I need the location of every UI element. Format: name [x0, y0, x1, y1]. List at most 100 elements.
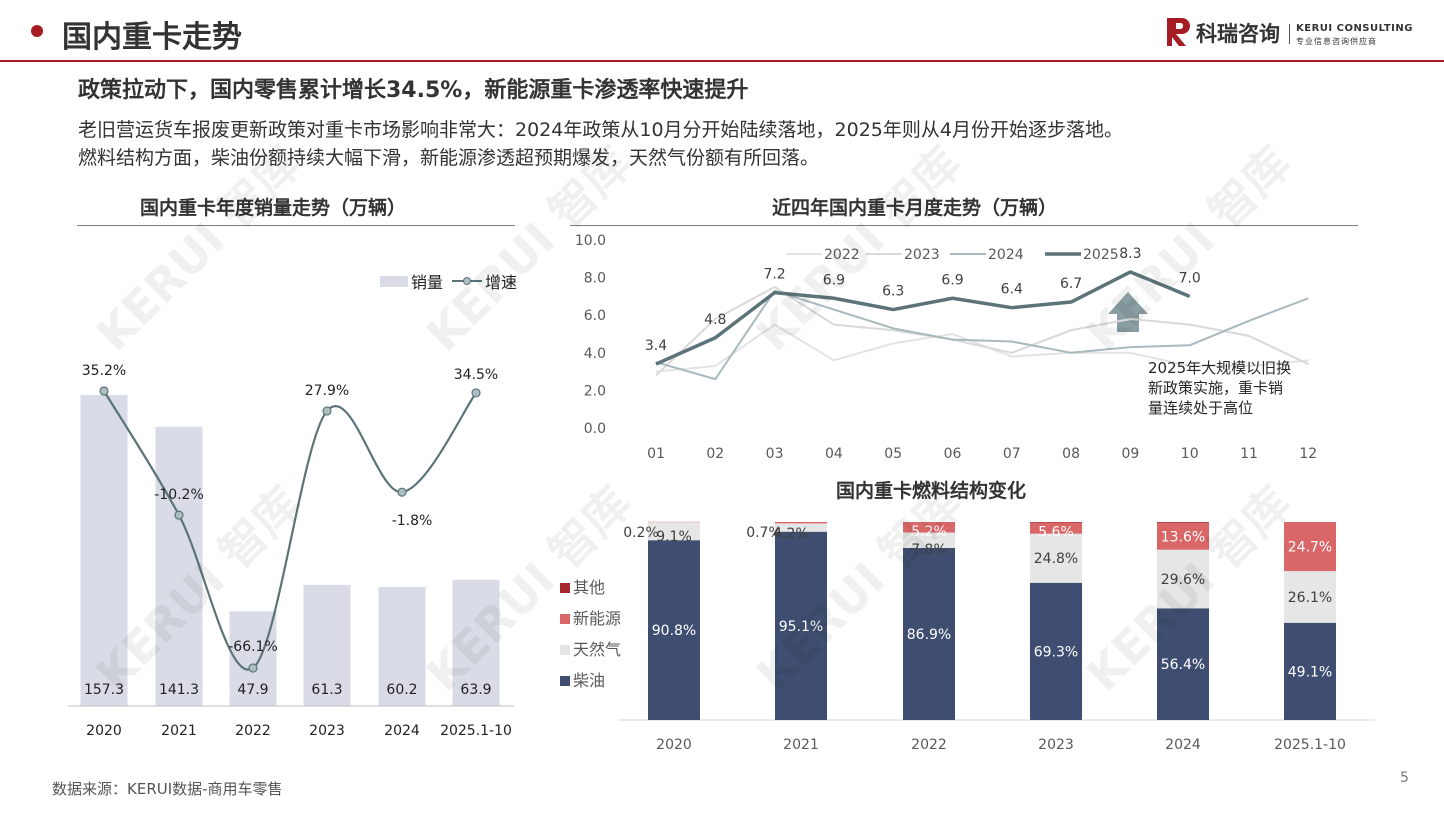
- x-tick-label: 2021: [161, 723, 197, 739]
- x-tick-label: 2023: [1038, 737, 1074, 753]
- series-2025-label: 8.3: [1119, 246, 1141, 262]
- monthly-chart-title: 近四年国内重卡月度走势（万辆）: [772, 197, 1058, 219]
- legend-label: 其他: [573, 578, 605, 597]
- sales-bar: [303, 584, 351, 706]
- sales-bar: [155, 426, 203, 706]
- annotation-text: 新政策实施，重卡销: [1148, 379, 1283, 397]
- annual-chart-title-rule: [77, 225, 515, 226]
- x-tick-label: 10: [1181, 446, 1199, 462]
- legend-growth-marker: [463, 277, 471, 285]
- x-tick-label: 2024: [384, 723, 420, 739]
- annual-chart-title: 国内重卡年度销量走势（万辆）: [140, 197, 407, 219]
- up-arrow-icon: [1108, 292, 1148, 332]
- kerui-logo: 科瑞咨询 KERUI CONSULTING 专业信息咨询供应商: [1166, 17, 1416, 49]
- fuel-segment-天然气: [1157, 549, 1209, 609]
- logo-divider: [1289, 24, 1290, 44]
- annotation-text: 量连续处于高位: [1148, 399, 1253, 417]
- y-tick-label: 10.0: [575, 233, 606, 249]
- fuel-segment-天然气: [1284, 571, 1336, 623]
- description: 老旧营运货车报废更新政策对重卡市场影响非常大：2024年政策从10月分开始陆续落…: [78, 116, 1123, 172]
- x-tick-label: 04: [825, 446, 843, 462]
- fuel-segment-天然气: [903, 532, 955, 548]
- x-tick-label: 02: [706, 446, 724, 462]
- x-tick-label: 12: [1299, 446, 1317, 462]
- sales-bar-label: 141.3: [159, 682, 199, 698]
- legend-swatch: [560, 676, 570, 686]
- x-tick-label: 07: [1003, 446, 1021, 462]
- fuel-segment-柴油: [1157, 608, 1209, 720]
- diesel-label: 95.1%: [779, 619, 823, 635]
- sales-bar: [80, 395, 128, 706]
- growth-label: 27.9%: [305, 383, 349, 399]
- series-2025-label: 6.4: [1001, 282, 1023, 298]
- y-tick-label: 0.0: [584, 421, 606, 437]
- series-2025-label: 3.4: [645, 338, 667, 354]
- x-tick-label: 06: [944, 446, 962, 462]
- x-tick-label: 08: [1062, 446, 1080, 462]
- fuel-segment-柴油: [1284, 622, 1336, 720]
- fuel-structure-chart: 90.8% 9.1%0.2% 2020 95.1% 4.2%0.7% 2021 86.9% 7…: [560, 521, 1375, 753]
- fuel-chart-title: 国内重卡燃料结构变化: [836, 480, 1027, 502]
- legend-label-2024: 2024: [988, 247, 1024, 263]
- sales-bar-label: 63.9: [460, 682, 491, 698]
- legend-label-2022: 2022: [824, 247, 860, 263]
- legend-growth-label: 增速: [485, 273, 517, 292]
- series-2025-label: 6.9: [941, 272, 963, 288]
- growth-point: [471, 388, 481, 398]
- fuel-segment-新能源: [1157, 522, 1209, 550]
- series-2025-label: 6.3: [882, 284, 904, 300]
- legend-swatch: [560, 614, 570, 624]
- diesel-label: 69.3%: [1034, 644, 1078, 660]
- logo-subtitle: 专业信息咨询供应商: [1296, 37, 1377, 46]
- x-tick-label: 2022: [911, 737, 947, 753]
- growth-label: -1.8%: [392, 513, 433, 529]
- fuel-segment-新能源: [1284, 522, 1336, 572]
- sales-bar-label: 157.3: [84, 682, 124, 698]
- x-tick-label: 09: [1121, 446, 1139, 462]
- legend-label: 柴油: [573, 671, 605, 690]
- legend-swatch: [560, 645, 570, 655]
- sales-bar: [229, 611, 277, 706]
- x-tick-label: 05: [884, 446, 902, 462]
- series-2025-label: 6.9: [823, 272, 845, 288]
- diesel-label: 90.8%: [652, 623, 696, 639]
- gas-label: 29.6%: [1161, 572, 1205, 588]
- sales-bar-label: 61.3: [311, 682, 342, 698]
- fuel-segment-天然气: [648, 522, 700, 541]
- x-tick-label: 03: [766, 446, 784, 462]
- page-title: 国内重卡走势: [62, 20, 242, 55]
- legend-label: 天然气: [573, 640, 621, 659]
- sales-bar-label: 60.2: [386, 682, 417, 698]
- series-2025-label: 6.7: [1060, 276, 1082, 292]
- new-energy-label: 13.6%: [1161, 529, 1205, 545]
- x-tick-label: 2020: [656, 737, 692, 753]
- y-tick-label: 8.0: [584, 271, 606, 287]
- legend-label-2023: 2023: [904, 247, 940, 263]
- growth-point: [99, 386, 109, 396]
- new-energy-label: 24.7%: [1288, 540, 1332, 556]
- diesel-label: 86.9%: [907, 627, 951, 643]
- new-energy-label: 5.2%: [911, 524, 947, 540]
- y-tick-label: 2.0: [584, 383, 606, 399]
- kerui-logo-icon: [1167, 18, 1190, 46]
- description-line: 燃料结构方面，柴油份额持续大幅下滑，新能源渗透超预期爆发，天然气份额有所回落。: [78, 147, 820, 169]
- header-divider: [0, 60, 1444, 62]
- growth-point: [322, 406, 332, 416]
- fuel-segment-新能源: [775, 522, 827, 524]
- fuel-segment-柴油: [648, 540, 700, 720]
- gas-label: 24.8%: [1034, 551, 1078, 567]
- x-tick-label: 2021: [783, 737, 819, 753]
- data-source: 数据来源：KERUI数据-商用车零售: [52, 780, 283, 798]
- diesel-label: 49.1%: [1288, 664, 1332, 680]
- series-2025-label: 7.2: [763, 267, 785, 283]
- diesel-label: 56.4%: [1161, 657, 1205, 673]
- x-tick-label: 2022: [235, 723, 271, 739]
- gas-label: 4.2%: [773, 526, 809, 542]
- monthly-chart-title-rule: [570, 225, 1358, 226]
- growth-label: 34.5%: [454, 367, 498, 383]
- monthly-trend-chart: 0.0 2.0 4.0 6.0 8.0 10.0 01 02 03 04 05 06 07 08 09 10 1…: [575, 233, 1317, 462]
- fuel-segment-天然气: [1030, 533, 1082, 583]
- y-tick-label: 6.0: [584, 308, 606, 324]
- logo-en-text: KERUI CONSULTING: [1296, 23, 1413, 34]
- gas-label: 26.1%: [1288, 590, 1332, 606]
